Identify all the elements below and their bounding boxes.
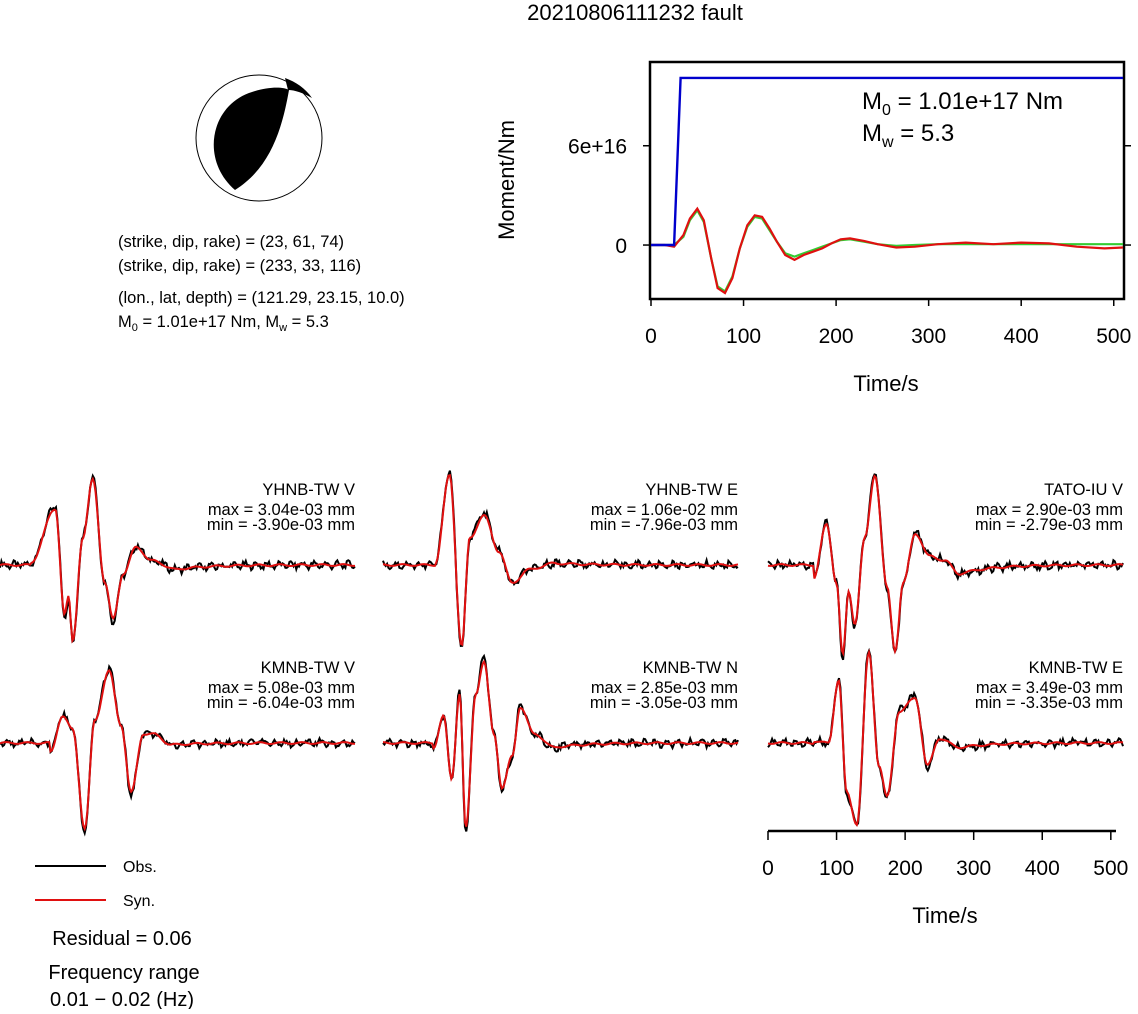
residual-label: Residual = 0.06 xyxy=(52,928,192,950)
frequency-range-value: 0.01 − 0.02 (Hz) xyxy=(50,989,194,1009)
moment-x-tick-label: 300 xyxy=(911,325,946,348)
moment-mw-value: = 5.3 xyxy=(894,120,955,147)
moment-chart-frame xyxy=(648,60,1126,301)
waveform-x-tick-label: 300 xyxy=(956,857,991,880)
station-max: max = 2.85e-03 mm xyxy=(591,679,738,697)
moment-y-tick-label: 0 xyxy=(615,235,627,258)
mw-subscript: w xyxy=(278,322,287,334)
beachball xyxy=(195,74,323,202)
nodal-plane-2: (strike, dip, rake) = (233, 33, 116) xyxy=(118,257,361,275)
waveform-x-tick-label: 0 xyxy=(762,857,774,880)
station-name: YHNB-TW V xyxy=(262,481,355,499)
synthetic-trace xyxy=(382,473,739,647)
legend-obs-label: Obs. xyxy=(123,859,157,876)
moment-annotation-mw: Mw = 5.3 xyxy=(862,120,954,151)
moment-mw-subscript: w xyxy=(881,134,894,151)
station-max: max = 1.06e-02 mm xyxy=(591,501,738,519)
synthetic-trace xyxy=(767,648,1124,827)
m0-prefix: M xyxy=(118,313,132,331)
synthetic-trace xyxy=(0,476,355,644)
observed-trace xyxy=(767,473,1124,661)
legend: Obs. Syn. xyxy=(35,859,157,910)
moment-series-0 xyxy=(651,76,1123,247)
station-max: max = 3.04e-03 mm xyxy=(208,501,355,519)
station-min: min = -6.04e-03 mm xyxy=(207,694,355,712)
synthetic-trace xyxy=(0,668,356,832)
beachball-compressional-cap xyxy=(285,78,312,98)
station-name: KMNB-TW E xyxy=(1029,659,1123,677)
waveform-time-axis: Time/s 0 100 200 300 400 500 xyxy=(762,829,1128,928)
mw-value: = 5.3 xyxy=(287,313,329,331)
moment-x-tick-label: 100 xyxy=(726,325,761,348)
moment-y-tick-label: 6e+16 xyxy=(568,136,627,159)
station-max: max = 2.90e-03 mm xyxy=(976,501,1123,519)
moment-m0-subscript: 0 xyxy=(882,102,891,119)
hypocenter-location: (lon., lat, depth) = (121.29, 23.15, 10.… xyxy=(118,289,405,307)
moment-x-tick-label: 400 xyxy=(1004,325,1039,348)
moment-x-tick-label: 0 xyxy=(645,325,657,348)
station-name: TATO-IU V xyxy=(1044,481,1123,499)
waveform-x-tick-label: 500 xyxy=(1093,857,1128,880)
station-min: min = -3.05e-03 mm xyxy=(590,694,738,712)
moment-mw-prefix: M xyxy=(862,120,882,147)
station-min: min = -3.90e-03 mm xyxy=(207,516,355,534)
m0-value: = 1.01e+17 Nm, M xyxy=(138,313,279,331)
station-max: max = 5.08e-03 mm xyxy=(208,679,355,697)
beachball-compressional-quadrant xyxy=(213,87,289,190)
station-name: KMNB-TW N xyxy=(643,659,738,677)
m0-subscript: 0 xyxy=(132,322,138,334)
station-min: min = -7.96e-03 mm xyxy=(590,516,738,534)
moment-x-axis-label: Time/s xyxy=(853,371,918,396)
moment-x-tick-label: 500 xyxy=(1096,325,1131,348)
frequency-range-label: Frequency range xyxy=(48,962,199,984)
moment-annotation-m0: M0 = 1.01e+17 Nm xyxy=(862,88,1063,119)
station-min: min = -2.79e-03 mm xyxy=(975,516,1123,534)
waveform-x-tick-label: 400 xyxy=(1025,857,1060,880)
moment-magnitude-summary: M0 = 1.01e+17 Nm, Mw = 5.3 xyxy=(118,313,329,334)
moment-series-2 xyxy=(651,208,1123,294)
station-max: max = 3.49e-03 mm xyxy=(976,679,1123,697)
station-name: YHNB-TW E xyxy=(645,481,738,499)
moment-y-axis-label: Moment/Nm xyxy=(494,120,519,240)
moment-m0-prefix: M xyxy=(862,88,882,115)
nodal-plane-1: (strike, dip, rake) = (23, 61, 74) xyxy=(118,233,344,251)
synthetic-trace xyxy=(382,659,739,827)
station-name: KMNB-TW V xyxy=(261,659,355,677)
moment-m0-value: = 1.01e+17 Nm xyxy=(891,88,1063,115)
moment-x-tick-label: 200 xyxy=(819,325,854,348)
waveform-x-tick-label: 200 xyxy=(888,857,923,880)
station-min: min = -3.35e-03 mm xyxy=(975,694,1123,712)
synthetic-trace xyxy=(767,474,1124,657)
figure-title: 20210806111232 fault xyxy=(527,0,743,25)
legend-syn-label: Syn. xyxy=(123,893,155,910)
observed-trace xyxy=(767,647,1124,827)
waveform-x-tick-label: 100 xyxy=(819,857,854,880)
moment-series-1 xyxy=(651,206,1123,295)
waveform-x-axis-label: Time/s xyxy=(912,903,977,928)
